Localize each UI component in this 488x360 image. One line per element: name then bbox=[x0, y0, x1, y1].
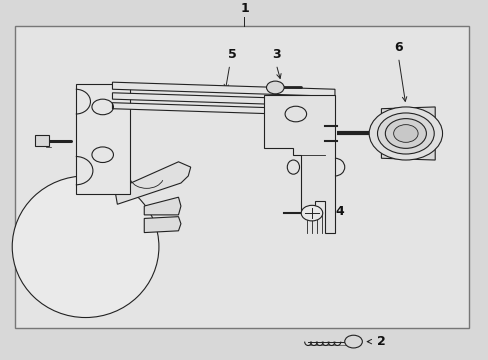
Circle shape bbox=[301, 205, 322, 221]
FancyBboxPatch shape bbox=[76, 84, 129, 194]
Polygon shape bbox=[112, 82, 334, 96]
FancyBboxPatch shape bbox=[35, 135, 49, 146]
Ellipse shape bbox=[12, 176, 159, 318]
Circle shape bbox=[385, 118, 426, 148]
Polygon shape bbox=[115, 162, 190, 204]
FancyBboxPatch shape bbox=[15, 26, 468, 328]
Text: 2: 2 bbox=[376, 335, 385, 348]
Text: 3: 3 bbox=[271, 48, 280, 61]
Polygon shape bbox=[112, 103, 334, 116]
Text: 6: 6 bbox=[393, 41, 402, 54]
Circle shape bbox=[344, 335, 362, 348]
Circle shape bbox=[393, 125, 417, 142]
Polygon shape bbox=[144, 197, 181, 215]
Polygon shape bbox=[144, 217, 181, 233]
Circle shape bbox=[377, 113, 433, 154]
Polygon shape bbox=[264, 95, 334, 233]
Circle shape bbox=[368, 107, 442, 160]
Text: 5: 5 bbox=[227, 48, 236, 61]
Circle shape bbox=[266, 81, 284, 94]
Text: 4: 4 bbox=[334, 205, 343, 218]
Polygon shape bbox=[112, 93, 334, 106]
Text: 1: 1 bbox=[240, 2, 248, 15]
Polygon shape bbox=[381, 107, 434, 160]
